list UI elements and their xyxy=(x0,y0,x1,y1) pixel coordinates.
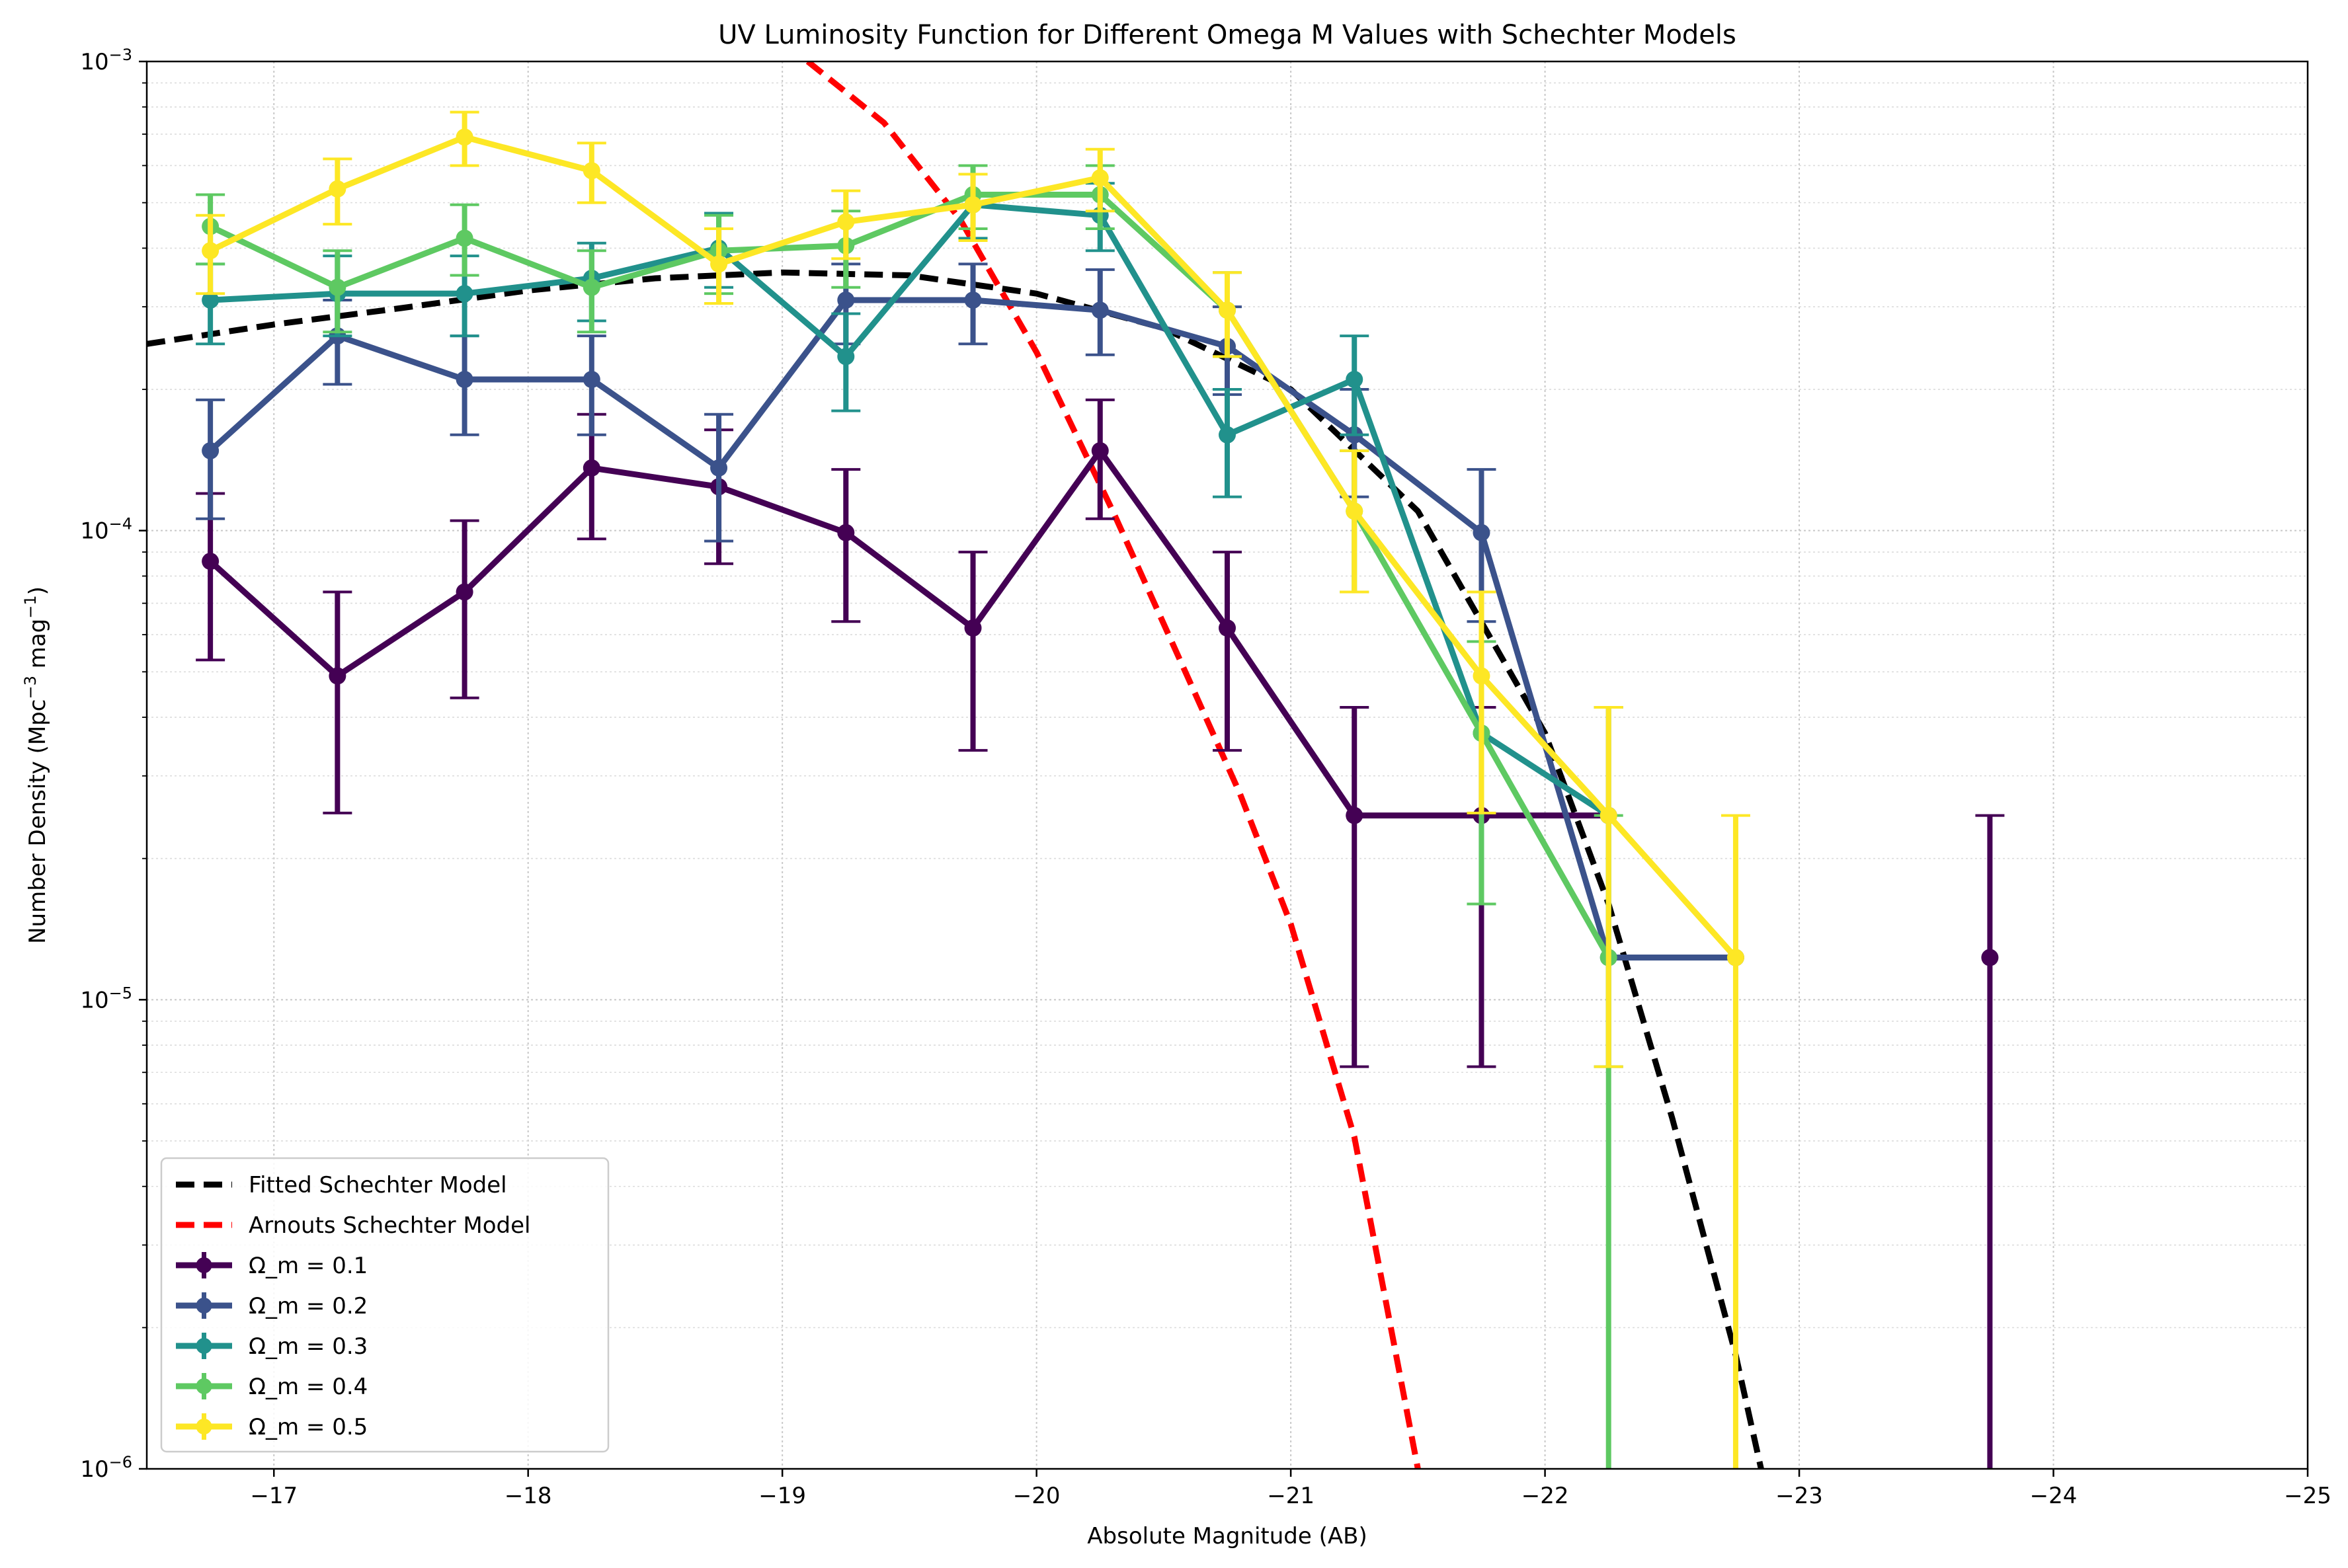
data-series xyxy=(196,110,2005,1469)
y-tick-label: 10−4 xyxy=(80,515,132,545)
data-point xyxy=(837,291,855,309)
y-axis-label-main: Number Density (Mpc xyxy=(24,699,51,944)
x-tick-label: −22 xyxy=(1521,1483,1569,1509)
data-point xyxy=(837,213,855,231)
data-point xyxy=(964,619,982,637)
legend-swatch-marker xyxy=(196,1257,212,1273)
data-point xyxy=(456,370,473,388)
x-tick-label: −20 xyxy=(1013,1483,1061,1509)
legend: Fitted Schechter Model Arnouts Schechter … xyxy=(160,1157,610,1453)
legend-label: Arnouts Schechter Model xyxy=(249,1212,531,1239)
series-line xyxy=(210,202,1611,818)
y-axis-label-sup2: −1 xyxy=(21,595,40,618)
data-point xyxy=(583,278,600,296)
data-point xyxy=(1219,301,1236,319)
data-point xyxy=(837,524,855,541)
data-point xyxy=(456,128,473,146)
axis-ticks: −17 −18 −19 −20 −21 −22 −23 −24 −25 10−3 10−4 10−5 1… xyxy=(80,46,2331,1509)
series-group xyxy=(196,110,1750,1469)
data-point xyxy=(456,229,473,247)
data-point xyxy=(202,291,220,309)
series-line xyxy=(208,448,1609,819)
data-point xyxy=(329,278,346,296)
y-axis-label-mid: mag xyxy=(24,619,51,676)
data-point xyxy=(1473,524,1490,541)
plot-frame xyxy=(145,60,2309,1470)
data-point xyxy=(1219,619,1236,637)
y-axis-label: Number Density (Mpc−3 mag−1) xyxy=(21,586,51,944)
x-tick-label: −23 xyxy=(1775,1483,1823,1509)
data-point xyxy=(1346,370,1363,388)
y-axis-label-end: ) xyxy=(24,586,51,595)
chart-title: UV Luminosity Function for Different Ome… xyxy=(718,20,1736,50)
legend-label: Fitted Schechter Model xyxy=(249,1172,507,1198)
legend-label: Ω_m = 0.2 xyxy=(249,1293,368,1319)
data-point xyxy=(1091,169,1109,186)
data-point xyxy=(710,459,728,477)
legend-swatch-marker xyxy=(196,1378,212,1394)
data-point xyxy=(1219,426,1236,444)
legend-label: Ω_m = 0.5 xyxy=(249,1414,368,1440)
x-tick-label: −21 xyxy=(1267,1483,1315,1509)
x-axis-label: Absolute Magnitude (AB) xyxy=(1087,1523,1367,1549)
data-point xyxy=(1091,301,1109,319)
data-point xyxy=(1346,502,1363,520)
data-point xyxy=(456,285,473,303)
x-tick-label: −25 xyxy=(2284,1483,2331,1509)
y-tick-label: 10−3 xyxy=(80,46,132,75)
x-tick-label: −24 xyxy=(2030,1483,2078,1509)
data-point xyxy=(964,291,982,309)
data-point xyxy=(583,459,600,477)
data-point xyxy=(1599,806,1617,824)
legend-swatch-marker xyxy=(196,1338,212,1354)
data-point xyxy=(329,667,346,685)
data-point xyxy=(1473,667,1490,685)
model-curve xyxy=(805,61,1421,1469)
x-tick-label: −18 xyxy=(505,1483,552,1509)
data-point xyxy=(456,583,473,601)
data-point xyxy=(964,196,982,214)
data-point xyxy=(837,348,855,366)
data-point xyxy=(329,180,346,198)
y-tick-label: 10−6 xyxy=(80,1453,132,1483)
legend-label: Ω_m = 0.4 xyxy=(249,1374,368,1400)
data-point xyxy=(202,242,220,260)
legend-label: Ω_m = 0.3 xyxy=(249,1333,368,1360)
data-point xyxy=(1346,806,1363,824)
series-line xyxy=(209,192,1611,959)
legend-swatch-marker xyxy=(196,1298,212,1313)
x-tick-label: −17 xyxy=(250,1483,298,1509)
y-tick-label: 10−5 xyxy=(80,984,132,1013)
data-point xyxy=(1726,949,1744,966)
data-point xyxy=(1091,442,1109,459)
data-point xyxy=(583,162,600,180)
data-point xyxy=(710,255,728,273)
data-point xyxy=(202,442,220,459)
data-point xyxy=(202,553,220,570)
data-point xyxy=(583,370,600,388)
legend-swatch-marker xyxy=(196,1419,212,1434)
x-tick-label: −19 xyxy=(758,1483,806,1509)
legend-label: Ω_m = 0.1 xyxy=(249,1253,368,1279)
legend-box xyxy=(160,1157,610,1453)
data-point xyxy=(1981,949,1999,966)
y-axis-label-sup1: −3 xyxy=(21,676,40,699)
